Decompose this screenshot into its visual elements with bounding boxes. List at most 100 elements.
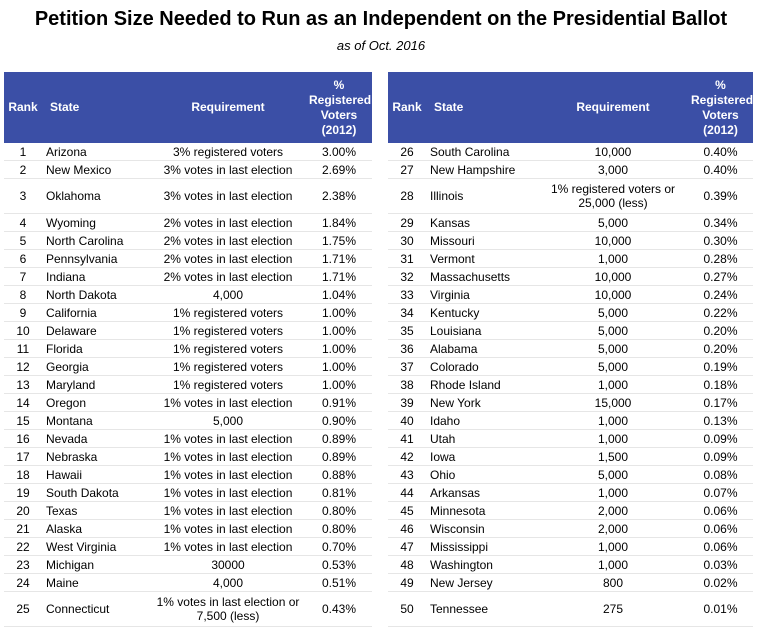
table-row: 15 Montana 5,000 0.90% [4,411,372,430]
table-row: 24 Maine 4,000 0.51% [4,573,372,592]
table-row: 29 Kansas 5,000 0.34% [388,213,753,232]
table-row: 21 Alaska 1% votes in last election 0.80% [4,519,372,538]
state-cell: North Carolina [42,231,150,250]
table-row: 23 Michigan 30000 0.53% [4,555,372,574]
rank-cell: 50 [388,591,426,627]
state-cell: Mississippi [426,537,538,556]
state-cell: Oregon [42,393,150,412]
pct-cell: 1.00% [306,375,372,394]
requirement-cell: 2% votes in last election [150,267,306,286]
header-rank: Rank [4,72,42,143]
table-row: 37 Colorado 5,000 0.19% [388,357,753,376]
rank-cell: 30 [388,231,426,250]
pct-cell: 0.89% [306,447,372,466]
table-header-row: Rank State Requirement % Registered Vote… [388,72,753,143]
table-row: 28 Illinois 1% registered voters or 25,000… [388,178,753,214]
state-cell: South Dakota [42,483,150,502]
rank-cell: 12 [4,357,42,376]
pct-cell: 1.00% [306,339,372,358]
rank-cell: 1 [4,143,42,161]
table-row: 17 Nebraska 1% votes in last election 0.89% [4,447,372,466]
table-row: 45 Minnesota 2,000 0.06% [388,501,753,520]
requirement-cell: 1% votes in last election [150,537,306,556]
rank-cell: 31 [388,249,426,268]
rank-cell: 46 [388,519,426,538]
rank-cell: 19 [4,483,42,502]
state-cell: Delaware [42,321,150,340]
pct-cell: 0.30% [688,231,753,250]
page-title: Petition Size Needed to Run as an Indepe… [34,8,728,30]
requirement-cell: 2,000 [538,519,688,538]
table-row: 25 Connecticut 1% votes in last election o… [4,591,372,627]
state-cell: Hawaii [42,465,150,484]
table-row: 48 Washington 1,000 0.03% [388,555,753,574]
state-cell: Alabama [426,339,538,358]
table-row: 50 Tennessee 275 0.01% [388,591,753,627]
state-cell: Kansas [426,213,538,232]
state-cell: Ohio [426,465,538,484]
requirement-cell: 1,000 [538,429,688,448]
state-cell: Florida [42,339,150,358]
requirement-cell: 1,000 [538,411,688,430]
table-row: 49 New Jersey 800 0.02% [388,573,753,592]
table-row: 19 South Dakota 1% votes in last election 0… [4,483,372,502]
rank-cell: 7 [4,267,42,286]
state-cell: Rhode Island [426,375,538,394]
requirement-cell: 30000 [150,555,306,574]
table-row: 11 Florida 1% registered voters 1.00% [4,339,372,358]
pct-cell: 1.84% [306,213,372,232]
state-cell: Kentucky [426,303,538,322]
pct-cell: 0.27% [688,267,753,286]
pct-cell: 1.04% [306,285,372,304]
pct-cell: 0.53% [306,555,372,574]
rank-cell: 47 [388,537,426,556]
state-cell: Utah [426,429,538,448]
table-row: 33 Virginia 10,000 0.24% [388,285,753,304]
rank-cell: 25 [4,591,42,627]
requirement-cell: 275 [538,591,688,627]
pct-cell: 0.40% [688,143,753,161]
state-cell: Indiana [42,267,150,286]
rank-cell: 24 [4,573,42,592]
rank-cell: 41 [388,429,426,448]
state-cell: Pennsylvania [42,249,150,268]
requirement-cell: 5,000 [150,411,306,430]
rank-cell: 20 [4,501,42,520]
state-cell: Massachusetts [426,267,538,286]
state-cell: Connecticut [42,591,150,627]
requirement-cell: 1% votes in last election [150,483,306,502]
pct-cell: 0.80% [306,519,372,538]
pct-cell: 3.00% [306,143,372,161]
requirement-cell: 1% registered voters [150,303,306,322]
requirement-cell: 5,000 [538,465,688,484]
table-row: 8 North Dakota 4,000 1.04% [4,285,372,304]
table-row: 46 Wisconsin 2,000 0.06% [388,519,753,538]
rank-cell: 32 [388,267,426,286]
table-row: 40 Idaho 1,000 0.13% [388,411,753,430]
table-row: 14 Oregon 1% votes in last election 0.91% [4,393,372,412]
requirement-cell: 1% votes in last election [150,519,306,538]
state-cell: Texas [42,501,150,520]
rank-cell: 18 [4,465,42,484]
table-row: 10 Delaware 1% registered voters 1.00% [4,321,372,340]
rank-cell: 15 [4,411,42,430]
header-state: State [426,72,538,143]
table-row: 31 Vermont 1,000 0.28% [388,249,753,268]
state-cell: North Dakota [42,285,150,304]
rank-cell: 44 [388,483,426,502]
table-row: 47 Mississippi 1,000 0.06% [388,537,753,556]
requirement-cell: 3,000 [538,160,688,179]
pct-cell: 1.00% [306,303,372,322]
requirement-cell: 1,000 [538,249,688,268]
table-row: 13 Maryland 1% registered voters 1.00% [4,375,372,394]
requirement-cell: 800 [538,573,688,592]
state-cell: New Jersey [426,573,538,592]
state-cell: Maine [42,573,150,592]
table-row: 34 Kentucky 5,000 0.22% [388,303,753,322]
rank-cell: 11 [4,339,42,358]
table-row: 38 Rhode Island 1,000 0.18% [388,375,753,394]
rank-cell: 42 [388,447,426,466]
table-row: 2 New Mexico 3% votes in last election 2.69… [4,160,372,179]
pct-cell: 0.18% [688,375,753,394]
table-row: 7 Indiana 2% votes in last election 1.71% [4,267,372,286]
